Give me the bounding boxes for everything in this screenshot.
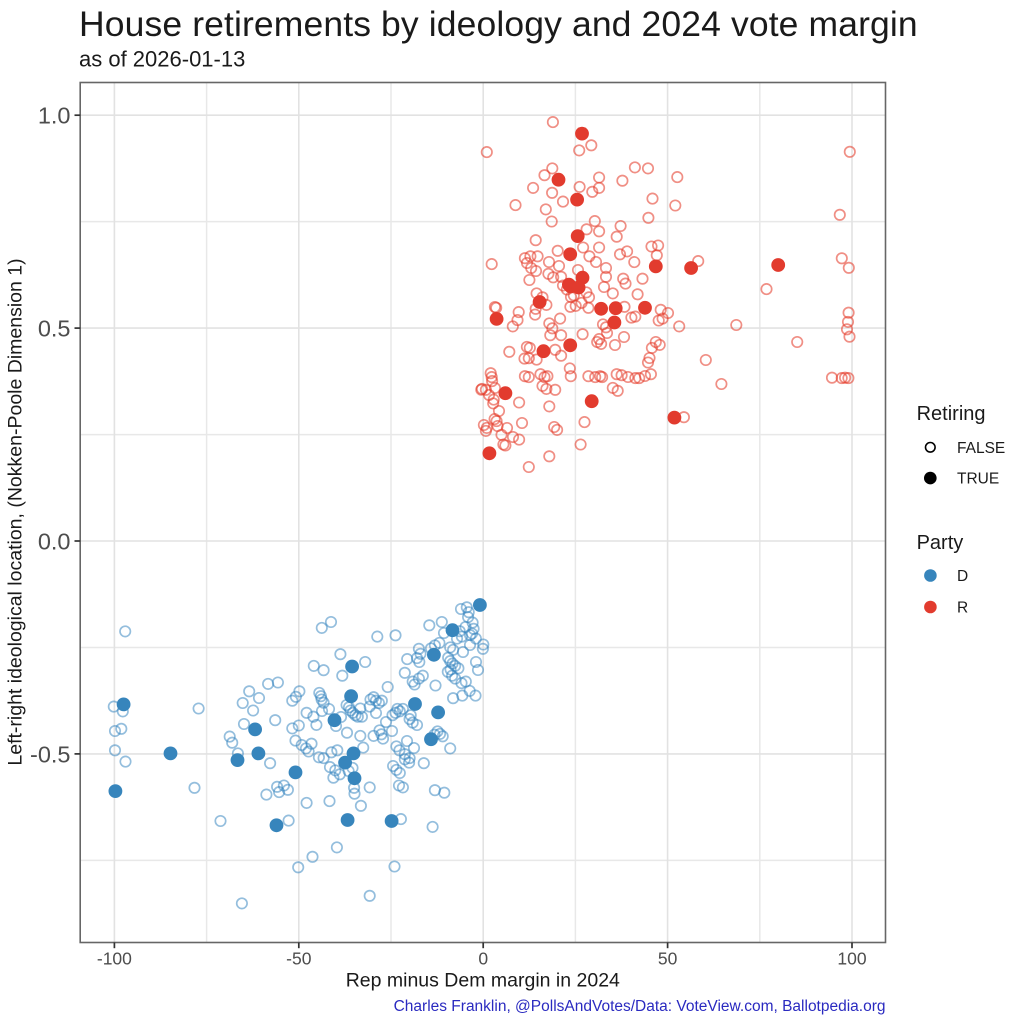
svg-text:FALSE: FALSE xyxy=(957,440,1005,457)
svg-text:Charles Franklin, @PollsAndVot: Charles Franklin, @PollsAndVotes/Data: V… xyxy=(394,998,886,1015)
svg-text:-100: -100 xyxy=(97,949,132,969)
svg-text:Retiring: Retiring xyxy=(917,403,986,425)
svg-text:50: 50 xyxy=(658,949,678,969)
svg-text:R: R xyxy=(957,600,968,617)
svg-text:1.0: 1.0 xyxy=(38,103,71,129)
svg-text:0.0: 0.0 xyxy=(38,529,71,555)
svg-text:Party: Party xyxy=(917,532,964,554)
svg-text:-0.5: -0.5 xyxy=(30,741,71,767)
svg-text:TRUE: TRUE xyxy=(957,471,999,488)
svg-text:-50: -50 xyxy=(286,949,312,969)
svg-text:100: 100 xyxy=(837,949,866,969)
svg-text:0: 0 xyxy=(478,949,488,969)
svg-text:Rep minus Dem margin in 2024: Rep minus Dem margin in 2024 xyxy=(346,969,620,991)
svg-text:as of 2026-01-13: as of 2026-01-13 xyxy=(79,47,245,72)
svg-text:Left-right ideological locatio: Left-right ideological location, (Nokken… xyxy=(4,258,26,765)
svg-text:D: D xyxy=(957,568,968,585)
svg-text:House retirements by ideology: House retirements by ideology and 2024 v… xyxy=(79,4,918,44)
svg-text:0.5: 0.5 xyxy=(38,316,71,342)
